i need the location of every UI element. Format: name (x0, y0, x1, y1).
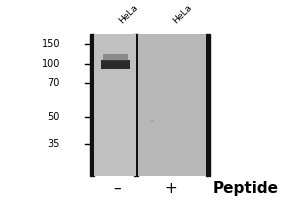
Text: –: – (113, 181, 121, 196)
Bar (94, 34, 136, 176)
FancyBboxPatch shape (90, 34, 210, 176)
Bar (101, 60, 130, 69)
Text: 50: 50 (48, 112, 60, 122)
Text: +: + (165, 181, 177, 196)
Text: 35: 35 (48, 139, 60, 149)
Text: Peptide: Peptide (213, 181, 279, 196)
Bar (138, 34, 206, 176)
Circle shape (151, 120, 154, 122)
Bar (206, 34, 210, 176)
Bar (103, 54, 128, 61)
Text: HeLa: HeLa (117, 2, 140, 25)
Bar (134, 34, 138, 176)
Text: 150: 150 (41, 39, 60, 49)
Bar (90, 34, 94, 176)
Text: HeLa: HeLa (171, 2, 194, 25)
Text: 100: 100 (42, 59, 60, 69)
Text: 70: 70 (48, 78, 60, 88)
